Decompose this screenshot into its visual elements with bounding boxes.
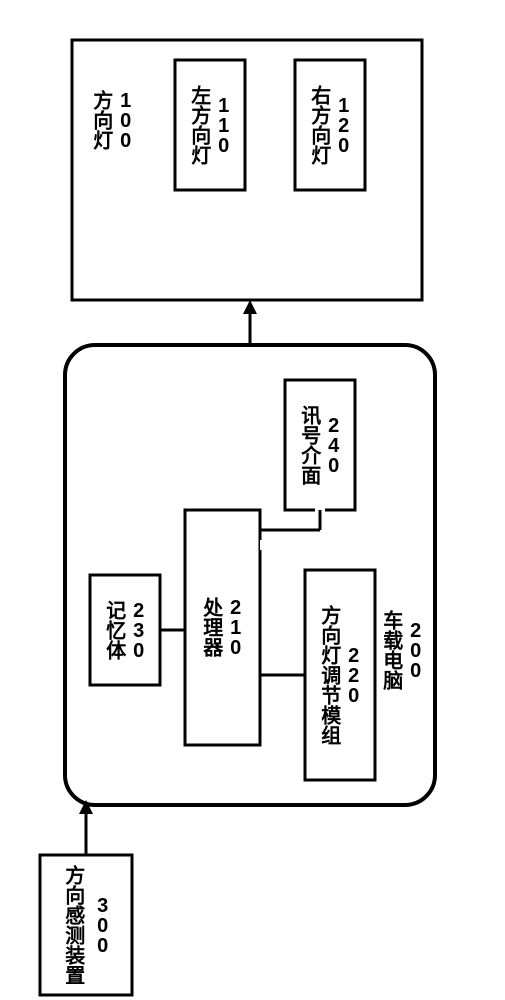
turn-signal-number: 100 <box>115 90 137 150</box>
memory-label: 记忆体 <box>103 600 126 661</box>
connector-computer-to-turnsignal <box>243 300 257 345</box>
onboard-computer-number: 200 <box>405 620 427 680</box>
turn-signal-module-number: 220 <box>343 645 365 705</box>
turn-signal-container: 方向灯 100 左方向灯 110 右方向灯 120 <box>72 40 422 300</box>
connector-sensor-to-computer <box>79 800 93 855</box>
memory-block: 记忆体 230 <box>90 575 160 685</box>
onboard-computer-container: 车载电脑 200 记忆体 230 处理器 210 讯号介面 240 方向灯调节模… <box>65 345 435 805</box>
block-diagram: 方向感测装置 300 车载电脑 200 记忆体 230 处理器 210 讯号介面… <box>0 0 505 1000</box>
direction-sensor-block: 方向感测装置 300 <box>40 855 132 995</box>
memory-number: 230 <box>128 600 150 660</box>
left-turn-signal-block: 左方向灯 110 <box>175 60 245 190</box>
processor-block: 处理器 210 <box>185 510 260 745</box>
signal-interface-label: 讯号介面 <box>298 405 322 485</box>
processor-label: 处理器 <box>200 596 224 658</box>
right-turn-signal-block: 右方向灯 120 <box>295 60 365 190</box>
direction-sensor-number: 300 <box>92 895 114 955</box>
signal-interface-number: 240 <box>323 415 345 475</box>
direction-sensor-label: 方向感测装置 <box>62 864 86 985</box>
turn-signal-module-block: 方向灯调节模组 220 <box>305 570 375 780</box>
processor-number: 210 <box>225 597 247 657</box>
right-turn-label: 右方向灯 <box>308 84 331 166</box>
left-turn-number: 110 <box>213 95 235 155</box>
turn-signal-module-label: 方向灯调节模组 <box>318 604 341 745</box>
right-turn-number: 120 <box>333 95 355 155</box>
onboard-computer-label: 车载电脑 <box>380 609 403 691</box>
turn-signal-label: 方向灯 <box>90 89 113 151</box>
left-turn-label: 左方向灯 <box>188 84 211 166</box>
signal-interface-block: 讯号介面 240 <box>285 380 355 510</box>
